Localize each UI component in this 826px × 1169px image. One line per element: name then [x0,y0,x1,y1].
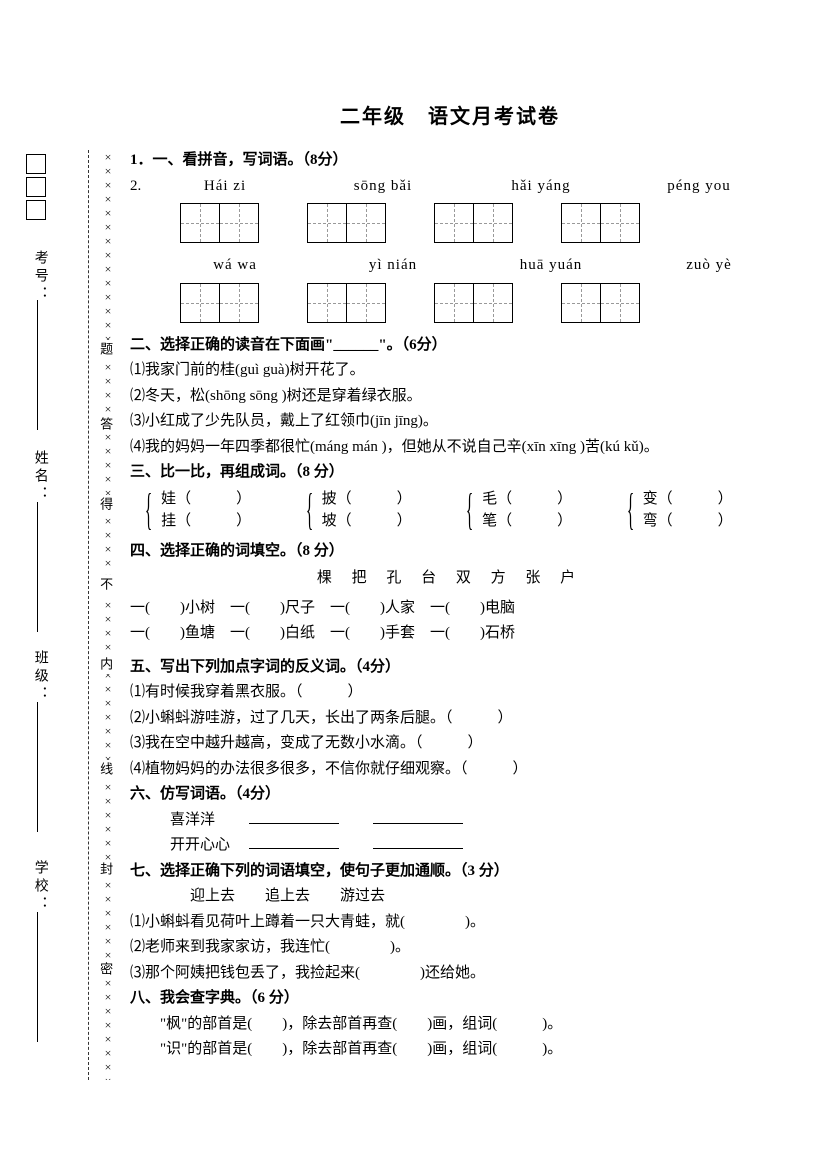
pinyin-row: Hái zi sōng bǎi hǎi yáng péng you [170,174,770,200]
x-marks: ××××××××××××××××××××××××××××××××××××××××… [98,150,114,1080]
q2-item: ⑵冬天，松(shōng sōng )树还是穿着绿衣服。 [130,384,770,410]
box-row [180,283,770,323]
page-content: 二年级 语文月考试卷 1．一、看拼音，写词语。（8分） 2. Hái zi sō… [130,100,770,1063]
blank-line [373,810,463,824]
seal-char: 得 [94,495,116,514]
id-box [26,154,46,174]
q3-heading: 三、比一比，再组成词。（8 分） [130,460,770,486]
pinyin-row: wá wa yì nián huā yuán zuò yè [180,253,770,279]
brace-icon: { [305,488,312,533]
q5-item: ⑷植物妈妈的办法很多很多，不信你就仔细观察。（ ） [130,757,770,783]
brace-icon: { [145,488,152,533]
tianzi-grid [307,283,386,323]
q2-heading: 二、选择正确的读音在下面画"______"。（6分） [130,333,770,359]
page-title: 二年级 语文月考试卷 [130,100,770,134]
pinyin: hǎi yáng [486,174,596,200]
q4-heading: 四、选择正确的词填空。（8 分） [130,539,770,565]
q7-item: ⑵老师来到我家家访，我连忙( )。 [130,935,770,961]
id-box [26,200,46,220]
seal-char: 封 [94,860,116,879]
q1-heading: 1．一、看拼音，写词语。（8分） [130,148,770,174]
compare-pair: 娃（ ） 挂（ ） [161,488,288,533]
seal-char: 不 [94,575,116,594]
id-boxes [26,154,48,223]
q4-options: 棵 把 孔 台 双 方 张 户 [130,566,770,592]
tianzi-grid [561,203,640,243]
blank-line [249,835,339,849]
binding-gutter: 考号： 姓名： 班级： 学校： ××××××××××××××××××××××××… [28,150,118,1080]
q5-heading: 五、写出下列加点字词的反义词。（4分） [130,655,770,681]
box-row [180,203,770,243]
q2-item: ⑴我家门前的桂(guì guà)树开花了。 [130,358,770,384]
q5-item: ⑶我在空中越升越高，变成了无数小水滴。（ ） [130,731,770,757]
q1-num2: 2. [130,174,170,200]
q5-item: ⑴有时候我穿着黑衣服。（ ） [130,680,770,706]
compare-row: { 娃（ ） 挂（ ） { 披（ ） 坡（ ） { 毛（ ） 笔（ ） { 变（… [138,488,770,533]
label-id: 考号： [28,250,52,304]
q4-line: 一( )小树 一( )尺子 一( )人家 一( )电脑 [130,596,770,622]
brace-icon: { [466,488,473,533]
blank-line [249,810,339,824]
q8-line: "枫"的部首是( )，除去部首再查( )画，组词( )。 [160,1012,770,1038]
label-school: 学校： [28,860,52,914]
brace-icon: { [626,488,633,533]
compare-pair: 披（ ） 坡（ ） [322,488,449,533]
tianzi-grid [434,203,513,243]
q7-options: 迎上去 追上去 游过去 [190,884,770,910]
q5-item: ⑵小蝌蚪游哇游，过了几天，长出了两条后腿。（ ） [130,706,770,732]
q2-item: ⑷我的妈妈一年四季都很忙(máng mán )，但她从不说自己辛(xīn xīn… [130,435,770,461]
q6-line: 开开心心 [170,833,770,859]
q2-item: ⑶小红成了少先队员，戴上了红领巾(jīn jīng)。 [130,409,770,435]
pinyin: zuò yè [654,253,764,279]
fold-dashline [88,150,89,1080]
tianzi-grid [180,203,259,243]
q7-heading: 七、选择正确下列的词语填空，使句子更加通顺。（3 分） [130,859,770,885]
pinyin: wá wa [180,253,290,279]
seal-char: 题 [94,340,116,359]
pinyin: péng you [644,174,754,200]
seal-char: 密 [94,960,116,979]
q6-heading: 六、仿写词语。（4分） [130,782,770,808]
compare-pair: 毛（ ） 笔（ ） [482,488,609,533]
q8-heading: 八、我会查字典。（6 分） [130,986,770,1012]
pinyin: Hái zi [170,174,280,200]
pinyin: yì nián [338,253,448,279]
seal-char: 答 [94,415,116,434]
tianzi-grid [434,283,513,323]
tianzi-grid [180,283,259,323]
blank-line [373,835,463,849]
q6-line: 喜洋洋 [170,808,770,834]
label-class: 班级： [28,650,52,704]
q7-item: ⑴小蝌蚪看见荷叶上蹲着一只大青蛙，就( )。 [130,910,770,936]
label-name: 姓名： [28,450,52,504]
pinyin: huā yuán [496,253,606,279]
compare-pair: 变（ ） 弯（ ） [643,488,770,533]
tianzi-grid [307,203,386,243]
q7-item: ⑶那个阿姨把钱包丢了，我捡起来( )还给她。 [130,961,770,987]
tianzi-grid [561,283,640,323]
q8-line: "识"的部首是( )，除去部首再查( )画，组词( )。 [160,1037,770,1063]
seal-char: 内 [94,655,116,674]
seal-char: 线 [94,760,116,779]
pinyin: sōng bǎi [328,174,438,200]
id-box [26,177,46,197]
q4-line: 一( )鱼塘 一( )白纸 一( )手套 一( )石桥 [130,621,770,647]
